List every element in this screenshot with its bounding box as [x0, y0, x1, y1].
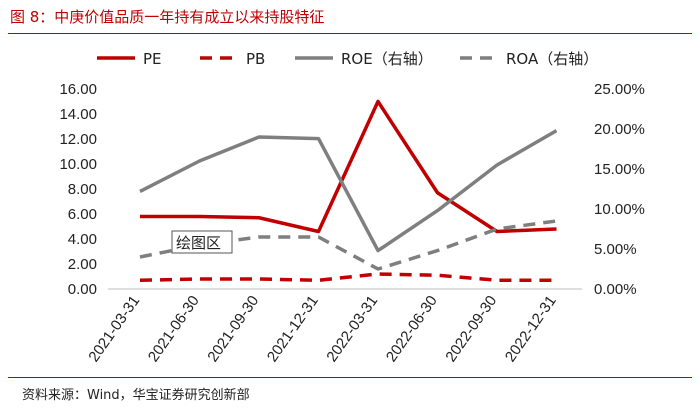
legend-label: PE	[143, 50, 162, 68]
x-tick-label: 2021-03-31	[85, 293, 143, 366]
title-divider	[8, 33, 692, 34]
tooltip-text: 绘图区	[176, 234, 221, 252]
tooltip-box	[171, 230, 233, 254]
x-tick-label: 2021-09-30	[204, 293, 262, 366]
left-tick-label: 14.00	[59, 106, 97, 123]
left-tick-label: 0.00	[68, 281, 97, 298]
chart-axes: 0.00 2.00 4.00 6.00 8.00 10.00 12.00 14.00 16.00…	[59, 81, 644, 365]
series-line	[139, 272, 557, 282]
left-tick-label: 10.00	[59, 156, 97, 173]
figure-title: 图 8：中庚价值品质一年持有成立以来持股特征	[10, 8, 325, 26]
right-tick-label: 10.00%	[594, 201, 645, 218]
source-note: 资料来源：Wind，华宝证券研究创新部	[22, 388, 250, 403]
left-tick-label: 12.00	[59, 131, 97, 148]
source-divider	[8, 377, 692, 378]
x-tick-label: 2022-03-31	[323, 293, 381, 366]
left-tick-label: 2.00	[68, 256, 97, 273]
x-tick-label: 2022-06-30	[383, 293, 441, 366]
left-tick-label: 8.00	[68, 181, 97, 198]
x-tick-label: 2021-12-31	[264, 293, 322, 366]
right-tick-label: 25.00%	[594, 81, 645, 98]
left-tick-label: 6.00	[68, 206, 97, 223]
right-tick-label: 15.00%	[594, 161, 645, 178]
right-tick-label: 0.00%	[594, 281, 637, 298]
chart-tooltip: 绘图区	[171, 230, 233, 254]
legend-label: ROE（右轴）	[341, 50, 433, 68]
right-tick-label: 5.00%	[594, 241, 637, 258]
x-tick-label: 2022-12-31	[502, 293, 560, 366]
x-tick-label: 2021-06-30	[145, 293, 203, 366]
legend-label: ROA（右轴）	[506, 50, 598, 68]
left-tick-label: 4.00	[68, 231, 97, 248]
right-tick-label: 20.00%	[594, 121, 645, 138]
chart-legend: PE PB ROE（右轴） ROA（右轴）	[97, 50, 598, 68]
series-line	[140, 99, 557, 234]
series-line	[139, 129, 558, 253]
x-tick-label: 2022-09-30	[442, 293, 500, 366]
legend-label: PB	[246, 50, 265, 68]
left-tick-label: 16.00	[59, 81, 97, 98]
